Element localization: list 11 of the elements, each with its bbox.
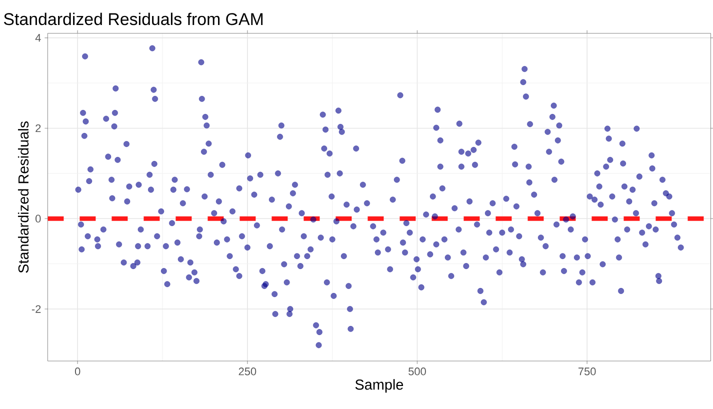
x-tick-label: 750 — [578, 368, 596, 376]
x-tick-label: 500 — [408, 368, 426, 376]
chart-title: Standardized Residuals from GAM — [4, 12, 263, 26]
y-tick-label: -2 — [32, 305, 41, 313]
y-axis-title: Standardized Residuals — [18, 121, 29, 273]
y-tick-label: 4 — [35, 34, 41, 42]
y-tick-label: 2 — [36, 124, 41, 132]
x-tick-label: 250 — [238, 368, 256, 376]
x-axis-title: Sample — [355, 379, 404, 393]
x-tick-label: 0 — [74, 368, 80, 376]
y-tick-label: 0 — [36, 214, 41, 222]
